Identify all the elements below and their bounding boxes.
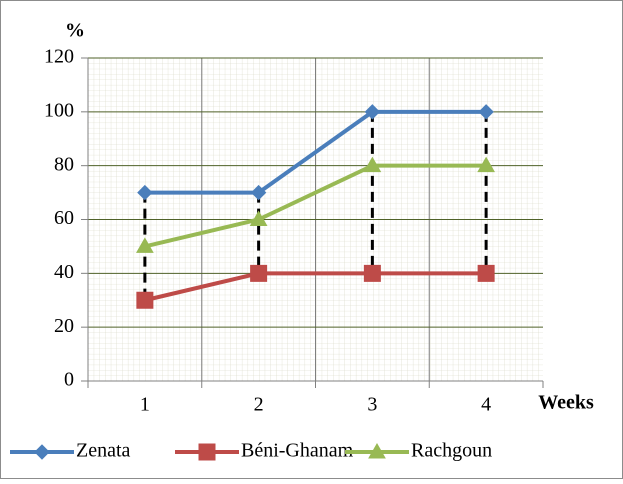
- y-tick-label: 100: [44, 99, 74, 121]
- x-tick-label: 2: [254, 394, 264, 416]
- y-tick-label: 60: [54, 207, 74, 229]
- y-tick-label: 40: [54, 261, 74, 283]
- x-tick-label: 1: [140, 394, 150, 416]
- x-tick-label: 3: [367, 394, 377, 416]
- series-line: [144, 163, 487, 249]
- y-tick-label: 120: [44, 46, 74, 68]
- data-point: [477, 264, 495, 282]
- series-line: [144, 109, 487, 195]
- series-line: [144, 271, 487, 303]
- legend-marker: [198, 443, 216, 461]
- data-point: [137, 184, 153, 201]
- data-point: [364, 104, 381, 120]
- data-point: [250, 184, 267, 201]
- data-point: [249, 210, 268, 226]
- legend-label: Béni-Ghanam: [241, 440, 354, 462]
- y-axis-label: %: [65, 20, 85, 42]
- data-point: [136, 237, 154, 253]
- data-point: [136, 291, 154, 309]
- legend-marker: [34, 444, 50, 460]
- x-tick-label: 4: [481, 394, 491, 416]
- data-point: [477, 156, 495, 173]
- legend-marker: [368, 442, 386, 459]
- y-tick-label: 80: [54, 153, 74, 175]
- legend-label: Rachgoun: [411, 440, 492, 462]
- legend-label: Zenata: [76, 440, 131, 462]
- data-point: [478, 104, 494, 120]
- y-tick-label: 0: [64, 369, 74, 391]
- data-point: [363, 156, 382, 173]
- x-axis-label: Weeks: [538, 392, 594, 414]
- data-point: [250, 264, 268, 282]
- data-point: [363, 264, 381, 282]
- y-tick-label: 20: [54, 315, 74, 337]
